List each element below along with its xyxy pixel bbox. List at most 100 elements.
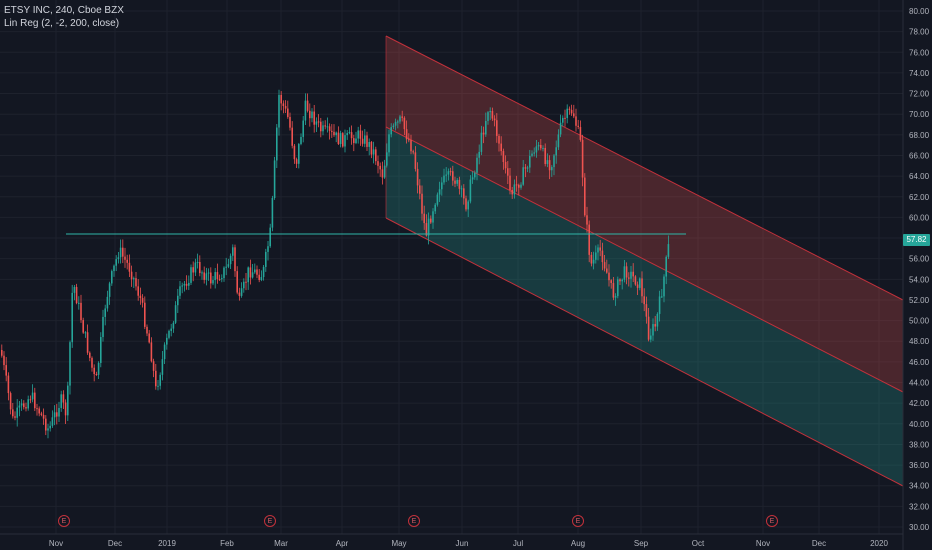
last-price-label: 57.82 [903,234,930,246]
candle-body [337,132,340,144]
candle-body [282,103,285,107]
candle-body [3,355,5,366]
candle-body [148,333,150,343]
candle-body [137,286,139,296]
candle-body [27,399,29,409]
candle-body [122,247,124,257]
price-tick-label: 76.00 [909,48,930,57]
candle-body [128,262,131,272]
candle-body [185,283,188,286]
candle-body [518,184,520,188]
candle-body [265,251,267,267]
time-tick-label: Dec [108,539,122,548]
candle-body [383,165,386,178]
candle-body [511,189,513,195]
earnings-icon[interactable]: E [264,515,276,527]
candle-body [5,365,7,376]
candle-body [172,322,175,329]
candle-body [14,416,16,418]
candle-body [322,125,324,132]
candle-body [31,392,34,400]
candle-body [135,278,137,287]
candle-body [634,276,637,285]
candle-body [456,179,458,184]
candle-body [489,111,491,113]
chart-legend: ETSY INC, 240, Cboe BZX Lin Reg (2, -2, … [4,4,124,30]
candle-body [465,198,467,210]
candle-body [258,274,260,280]
candle-body [540,145,542,149]
time-tick-label: Apr [336,539,349,548]
price-tick-label: 72.00 [909,90,930,99]
symbol-title[interactable]: ETSY INC, 240, Cboe BZX [4,5,124,16]
candle-body [658,296,661,314]
candle-body [51,417,54,426]
candle-body [291,127,293,146]
candle-body [20,403,23,406]
candle-body [106,296,109,309]
candle-body [608,272,610,281]
candle-body [513,184,516,195]
candle-body [304,100,307,121]
candle-body [232,247,234,256]
candle-body [159,374,161,386]
candle-body [610,280,612,284]
candle-body [119,247,122,258]
candle-body [196,262,199,264]
candle-body [260,277,263,280]
candle-body [254,269,256,273]
candle-body [199,262,201,274]
candle-body [29,399,32,401]
candle-body [619,279,621,282]
candle-body [42,414,45,419]
candle-body [584,177,586,216]
candle-body [553,155,555,168]
candle-body [454,180,456,184]
earnings-icon[interactable]: E [58,515,70,527]
candle-body [606,268,608,273]
candle-body [38,408,40,414]
earnings-icon[interactable]: E [766,515,778,527]
candle-body [650,335,652,340]
price-tick-label: 80.00 [909,7,930,16]
candle-body [491,111,494,119]
price-tick-label: 46.00 [909,358,930,367]
candle-body [542,147,544,149]
candle-body [496,120,498,136]
candle-body [69,342,71,386]
indicator-title[interactable]: Lin Reg (2, -2, 200, close) [4,18,120,29]
candle-body [364,135,366,144]
candle-body [7,375,10,394]
candle-body [163,344,166,360]
candle-body [467,201,469,210]
candle-body [628,277,630,279]
candle-body [313,111,315,125]
candle-body [111,271,113,284]
candle-body [357,130,359,139]
price-tick-label: 62.00 [909,193,930,202]
candle-body [388,134,390,153]
candle-body [566,108,568,118]
price-tick-label: 36.00 [909,461,930,470]
candle-body [452,171,454,181]
price-tick-label: 64.00 [909,172,930,181]
candle-body [207,272,210,274]
candle-body [394,121,397,126]
earnings-icon[interactable]: E [408,515,420,527]
candle-body [71,292,73,343]
earnings-icon[interactable]: E [572,515,584,527]
candle-body [476,157,478,173]
candle-body [190,267,192,283]
candle-body [295,159,298,164]
candle-body [399,116,401,122]
time-tick-label: 2020 [870,539,888,548]
candle-body [493,118,496,121]
candle-body [12,409,14,417]
candle-body [531,153,533,156]
time-axis: Nov Dec 2019 Feb Mar Apr May Jun Jul Aug Sep Oct Nov… [49,539,889,548]
candle-body [592,259,595,264]
candle-body [157,385,159,387]
price-tick-label: 38.00 [909,440,930,449]
candle-body [108,283,111,297]
